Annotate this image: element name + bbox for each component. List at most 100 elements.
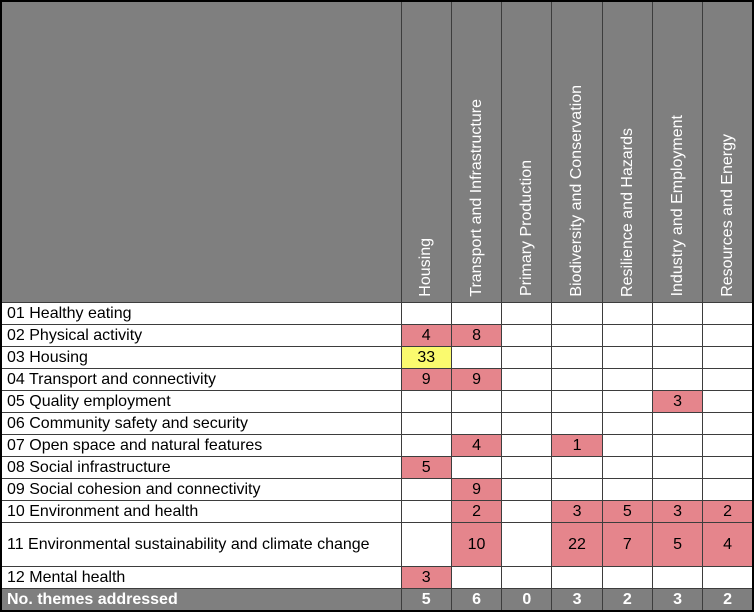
column-header-label: Housing	[417, 237, 435, 297]
matrix-cell	[400, 301, 452, 325]
matrix-cell	[702, 433, 754, 457]
matrix-cell	[551, 411, 603, 435]
matrix-cell	[501, 411, 553, 435]
matrix-cell	[651, 477, 704, 501]
theme-row-7: 07 Open space and natural features 4 1	[0, 433, 754, 457]
matrix-cell	[551, 301, 603, 325]
matrix-cell	[702, 323, 754, 347]
row-label: 08 Social infrastructure	[0, 455, 402, 479]
totals-value: 3	[551, 587, 603, 612]
matrix-cell	[400, 521, 452, 567]
row-label: 04 Transport and connectivity	[0, 367, 402, 391]
matrix-cell	[601, 345, 653, 369]
totals-value: 3	[651, 587, 704, 612]
matrix-cell	[501, 323, 553, 347]
matrix-footer: No. themes addressed 5 6 0 3 2 3 2	[0, 587, 754, 612]
column-header-2: Primary Production	[501, 0, 553, 303]
row-label: 05 Quality employment	[0, 389, 402, 413]
column-header-0: Housing	[400, 0, 452, 303]
matrix-cell	[551, 389, 603, 413]
row-label: 03 Housing	[0, 345, 402, 369]
matrix-cell: 3	[651, 389, 704, 413]
matrix-cell	[551, 455, 603, 479]
matrix-cell	[651, 411, 704, 435]
matrix-cell	[501, 521, 553, 567]
row-label: 10 Environment and health	[0, 499, 402, 523]
matrix-cell: 9	[450, 477, 503, 501]
matrix-cell: 4	[400, 323, 452, 347]
column-header-label: Transport and Infrastructure	[467, 98, 485, 297]
matrix-cell	[501, 499, 553, 523]
matrix-cell: 22	[551, 521, 603, 567]
matrix-cell: 4	[450, 433, 503, 457]
theme-row-12: 12 Mental health 3	[0, 565, 754, 589]
matrix-cell	[501, 389, 553, 413]
column-header-6: Resources and Energy	[702, 0, 754, 303]
matrix-cell	[501, 433, 553, 457]
theme-row-6: 06 Community safety and security	[0, 411, 754, 435]
matrix-cell: 5	[651, 521, 704, 567]
matrix-cell	[601, 455, 653, 479]
totals-value: 2	[601, 587, 653, 612]
theme-row-8: 08 Social infrastructure 5	[0, 455, 754, 479]
matrix-cell	[702, 411, 754, 435]
matrix-cell	[601, 301, 653, 325]
row-label: 07 Open space and natural features	[0, 433, 402, 457]
matrix-cell	[501, 477, 553, 501]
matrix-cell: 10	[450, 521, 503, 567]
matrix-cell: 2	[450, 499, 503, 523]
matrix-cell	[702, 301, 754, 325]
matrix-cell	[702, 389, 754, 413]
matrix-cell: 4	[702, 521, 754, 567]
matrix-cell	[601, 433, 653, 457]
matrix-cell: 2	[702, 499, 754, 523]
matrix-cell	[400, 411, 452, 435]
matrix-cell	[651, 433, 704, 457]
column-header-3: Biodiversity and Conservation	[551, 0, 603, 303]
matrix-cell	[450, 565, 503, 589]
header-row: Housing Transport and Infrastructure Prima…	[0, 0, 754, 303]
column-header-label: Primary Production	[517, 160, 535, 297]
matrix-cell	[651, 301, 704, 325]
totals-value: 2	[702, 587, 754, 612]
column-header-label: Resources and Energy	[718, 133, 736, 297]
column-header-label: Resilience and Hazards	[618, 127, 636, 297]
matrix-cell	[702, 455, 754, 479]
matrix-cell: 9	[400, 367, 452, 391]
matrix-cell: 9	[450, 367, 503, 391]
matrix-cell	[450, 455, 503, 479]
theme-row-9: 09 Social cohesion and connectivity 9	[0, 477, 754, 501]
matrix-cell	[501, 455, 553, 479]
matrix-cell: 7	[601, 521, 653, 567]
row-label: 01 Healthy eating	[0, 301, 402, 325]
row-label: 06 Community safety and security	[0, 411, 402, 435]
column-header-4: Resilience and Hazards	[601, 0, 653, 303]
totals-label: No. themes addressed	[0, 587, 402, 612]
matrix-cell	[702, 477, 754, 501]
totals-value: 0	[501, 587, 553, 612]
matrix-cell	[702, 345, 754, 369]
theme-row-11: 11 Environmental sustainability and clim…	[0, 521, 754, 567]
matrix-cell: 1	[551, 433, 603, 457]
matrix-cell: 8	[450, 323, 503, 347]
matrix-cell	[651, 367, 704, 391]
column-header-label: Industry and Employment	[668, 115, 686, 297]
totals-value: 6	[450, 587, 503, 612]
row-label: 12 Mental health	[0, 565, 402, 589]
column-header-1: Transport and Infrastructure	[450, 0, 503, 303]
column-header-5: Industry and Employment	[651, 0, 704, 303]
matrix-header: Housing Transport and Infrastructure Prima…	[0, 0, 754, 303]
matrix-cell	[400, 433, 452, 457]
matrix-cell: 3	[400, 565, 452, 589]
matrix-cell: 33	[400, 345, 452, 369]
matrix-cell	[551, 345, 603, 369]
column-header-label: Biodiversity and Conservation	[568, 84, 586, 297]
totals-row: No. themes addressed 5 6 0 3 2 3 2	[0, 587, 754, 612]
matrix-cell	[450, 389, 503, 413]
matrix-cell	[651, 455, 704, 479]
matrix-cell	[501, 367, 553, 391]
row-label: 11 Environmental sustainability and clim…	[0, 521, 402, 567]
matrix-cell	[601, 411, 653, 435]
